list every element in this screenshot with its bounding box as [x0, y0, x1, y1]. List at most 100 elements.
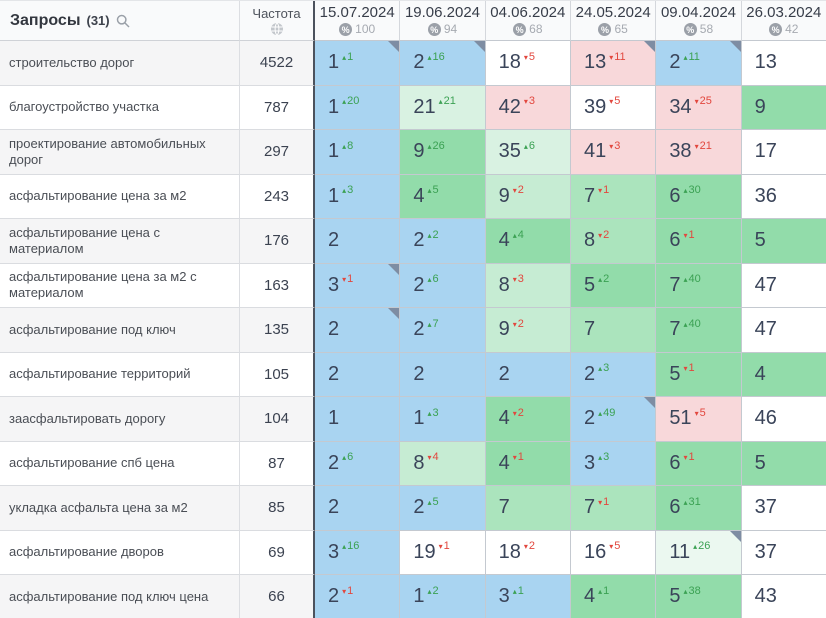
position-cell[interactable]: 9 ▾2: [485, 174, 571, 219]
position-cell[interactable]: 11 ▴26: [656, 530, 742, 575]
position-cell[interactable]: 47: [741, 263, 826, 308]
date-column-header[interactable]: 04.06.2024% 68: [485, 1, 571, 41]
keyword-cell[interactable]: асфальтирование территорий: [0, 352, 240, 397]
position-cell[interactable]: 3 ▴3: [570, 441, 657, 486]
keyword-cell[interactable]: заасфальтировать дорогу: [0, 397, 240, 442]
position-cell[interactable]: 2 ▴3: [570, 352, 657, 397]
position-cell[interactable]: 8 ▾4: [400, 441, 486, 486]
position-cell[interactable]: 34 ▾25: [656, 85, 742, 130]
keyword-cell[interactable]: асфальтирование цена с материалом: [0, 219, 240, 264]
keyword-cell[interactable]: укладка асфальта цена за м2: [0, 486, 240, 531]
position-cell[interactable]: 2: [400, 352, 486, 397]
position-cell[interactable]: 41 ▾3: [570, 130, 657, 175]
position-cell[interactable]: 7 ▾1: [570, 174, 657, 219]
position-cell[interactable]: 17: [741, 130, 826, 175]
position-cell[interactable]: 8 ▾2: [570, 219, 657, 264]
search-icon[interactable]: [116, 14, 130, 28]
position-cell[interactable]: 2: [315, 352, 401, 397]
position-cell[interactable]: 16 ▾5: [570, 530, 657, 575]
position-cell[interactable]: 2: [315, 486, 401, 531]
position-cell[interactable]: 2: [485, 352, 571, 397]
position-cell[interactable]: 6 ▾1: [656, 219, 742, 264]
position-cell[interactable]: 8 ▾3: [485, 263, 571, 308]
position-cell[interactable]: 13 ▾11: [570, 41, 657, 86]
keyword-cell[interactable]: асфальтирование цена за м2: [0, 174, 240, 219]
position-cell[interactable]: 7: [570, 308, 657, 353]
position-cell[interactable]: 13: [741, 41, 826, 86]
position-cell[interactable]: 1 ▴3: [400, 397, 486, 442]
position-cell[interactable]: 39 ▾5: [570, 85, 657, 130]
position-cell[interactable]: 3 ▾1: [315, 263, 401, 308]
position-cell[interactable]: 2 ▴16: [400, 41, 486, 86]
position-cell[interactable]: 5 ▴38: [656, 575, 742, 618]
position-cell[interactable]: 1 ▴8: [315, 130, 401, 175]
position-cell[interactable]: 7 ▴40: [656, 308, 742, 353]
position-cell[interactable]: 46: [741, 397, 826, 442]
position-cell[interactable]: 9 ▴26: [400, 130, 486, 175]
keyword-cell[interactable]: асфальтирование под ключ цена: [0, 575, 240, 618]
position-cell[interactable]: 4 ▾2: [485, 397, 571, 442]
date-column-header[interactable]: 24.05.2024% 65: [570, 1, 657, 41]
position-cell[interactable]: 7 ▴40: [656, 263, 742, 308]
position-cell[interactable]: 5: [741, 219, 826, 264]
position-cell[interactable]: 4 ▴4: [485, 219, 571, 264]
position-cell[interactable]: 18 ▾5: [485, 41, 571, 86]
position-cell[interactable]: 1 ▴3: [315, 174, 401, 219]
keyword-cell[interactable]: строительство дорог: [0, 41, 240, 86]
position-cell[interactable]: 2: [315, 219, 401, 264]
position-cell[interactable]: 36: [741, 174, 826, 219]
position-cell[interactable]: 4 ▾1: [485, 441, 571, 486]
keyword-cell[interactable]: асфальтирование спб цена: [0, 441, 240, 486]
position-cell[interactable]: 7: [485, 486, 571, 531]
date-column-header[interactable]: 26.03.2024% 42: [741, 1, 826, 41]
position-cell[interactable]: 5: [741, 441, 826, 486]
position-cell[interactable]: 5 ▴2: [570, 263, 657, 308]
position-cell[interactable]: 4: [741, 352, 826, 397]
position-cell[interactable]: 37: [741, 486, 826, 531]
position-cell[interactable]: 38 ▾21: [656, 130, 742, 175]
position-cell[interactable]: 1 ▴20: [315, 85, 401, 130]
keyword-cell[interactable]: асфальтирование дворов: [0, 530, 240, 575]
position-delta: ▾1: [683, 451, 694, 463]
position-cell[interactable]: 3 ▴16: [315, 530, 401, 575]
position-cell[interactable]: 5 ▾1: [656, 352, 742, 397]
position-cell[interactable]: 1 ▴1: [315, 41, 401, 86]
position-cell[interactable]: 47: [741, 308, 826, 353]
position-cell[interactable]: 2 ▴7: [400, 308, 486, 353]
position-cell[interactable]: 2 ▴2: [400, 219, 486, 264]
position-cell[interactable]: 2 ▴6: [400, 263, 486, 308]
position-cell[interactable]: 2 ▾1: [315, 575, 401, 618]
position-cell[interactable]: 2 ▴6: [315, 441, 401, 486]
position-cell[interactable]: 51 ▾5: [656, 397, 742, 442]
position-cell[interactable]: 2: [315, 308, 401, 353]
position-cell[interactable]: 19 ▾1: [400, 530, 486, 575]
position-cell[interactable]: 6 ▴30: [656, 174, 742, 219]
keyword-cell[interactable]: благоустройство участка: [0, 85, 240, 130]
keyword-cell[interactable]: асфальтирование под ключ: [0, 308, 240, 353]
position-cell[interactable]: 4 ▴5: [400, 174, 486, 219]
position-cell[interactable]: 4 ▴1: [570, 575, 657, 618]
position-cell[interactable]: 6 ▴31: [656, 486, 742, 531]
position-cell[interactable]: 18 ▾2: [485, 530, 571, 575]
date-column-header[interactable]: 15.07.2024% 100: [315, 1, 401, 41]
position-cell[interactable]: 35 ▴6: [485, 130, 571, 175]
date-column-header[interactable]: 09.04.2024% 58: [656, 1, 742, 41]
position-cell[interactable]: 21 ▴21: [400, 85, 486, 130]
position-cell[interactable]: 3 ▴1: [485, 575, 571, 618]
position-cell[interactable]: 42 ▾3: [485, 85, 571, 130]
position-cell[interactable]: 37: [741, 530, 826, 575]
position-cell[interactable]: 2 ▴11: [656, 41, 742, 86]
position-cell[interactable]: 1: [315, 397, 401, 442]
position-cell[interactable]: 2 ▴49: [570, 397, 657, 442]
keyword-cell[interactable]: асфальтирование цена за м2 с материалом: [0, 263, 240, 308]
position-cell[interactable]: 43: [741, 575, 826, 618]
frequency-header[interactable]: Частота: [240, 1, 315, 41]
position-cell[interactable]: 7 ▾1: [570, 486, 657, 531]
position-cell[interactable]: 6 ▾1: [656, 441, 742, 486]
position-cell[interactable]: 9 ▾2: [485, 308, 571, 353]
keyword-cell[interactable]: проектирование автомобильных дорог: [0, 130, 240, 175]
date-column-header[interactable]: 19.06.2024% 94: [400, 1, 486, 41]
position-cell[interactable]: 2 ▴5: [400, 486, 486, 531]
position-cell[interactable]: 9: [741, 85, 826, 130]
position-cell[interactable]: 1 ▴2: [400, 575, 486, 618]
